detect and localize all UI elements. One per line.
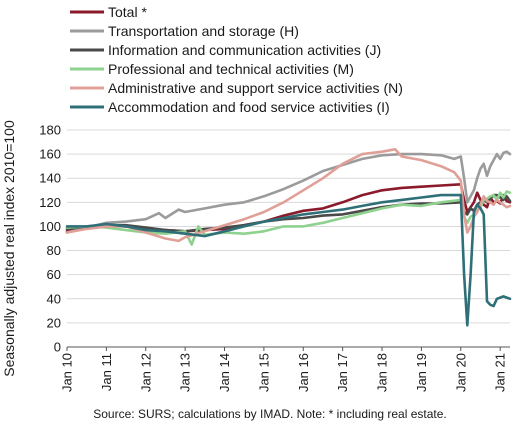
series-line [65,193,512,327]
legend-item: Total * [70,4,147,20]
legend-label: Transportation and storage (H) [108,23,299,39]
legend-label: Professional and technical activities (M… [108,61,354,77]
x-tick-label: Jan 21 [493,353,508,392]
x-tick-label: Jan 19 [414,353,429,392]
y-tick-label: 120 [39,195,61,210]
x-tick-label: Jan 11 [99,353,114,391]
x-tick-label: Jan 12 [138,353,153,392]
legend-label: Total * [108,4,147,20]
legend-item: Information and communication activities… [70,42,381,58]
gridlines [67,129,510,348]
x-tick-label: Jan 15 [256,353,271,392]
y-tick-label: 160 [39,147,61,162]
y-tick-label: 180 [39,123,61,138]
series-lines [65,148,512,327]
legend-label: Accommodation and food service activitie… [108,99,390,115]
series-line [65,148,512,243]
y-tick-label: 100 [39,219,61,234]
x-tick-label: Jan 10 [60,353,75,392]
x-tick-label: Jan 14 [217,353,232,392]
legend-label: Administrative and support service activ… [108,80,403,96]
x-axis-ticks: Jan 10 Jan 11 Jan 12 Jan 13 Jan 14 Jan 15 Jan … [60,347,508,392]
y-tick-label: 60 [47,267,61,282]
x-tick-label: Jan 18 [375,353,390,392]
y-tick-label: 0 [54,340,61,355]
series-line [65,150,512,234]
y-tick-label: 140 [39,171,61,186]
legend-item: Accommodation and food service activitie… [70,99,390,115]
x-tick-label: Jan 20 [453,353,468,392]
x-tick-label: Jan 16 [296,353,311,392]
y-axis-title: Seasonally adjusted real index 2010=100 [1,120,17,377]
legend-item: Professional and technical activities (M… [70,61,354,77]
x-tick-label: Jan 13 [178,353,193,392]
legend: Total * Transportation and storage (H) Inf… [70,4,403,115]
y-axis-ticks: 0 20 40 60 80 100 120 140 160 180 [39,123,61,355]
series-line [65,183,512,233]
legend-label: Information and communication activities… [108,42,381,58]
source-note: Source: SURS; calculations by IMAD. Note… [93,407,447,421]
legend-item: Administrative and support service activ… [70,80,403,96]
x-tick-label: Jan 17 [335,353,350,392]
y-tick-label: 20 [47,315,61,330]
legend-item: Transportation and storage (H) [70,23,299,39]
y-tick-label: 80 [47,243,61,258]
y-tick-label: 40 [47,291,61,306]
